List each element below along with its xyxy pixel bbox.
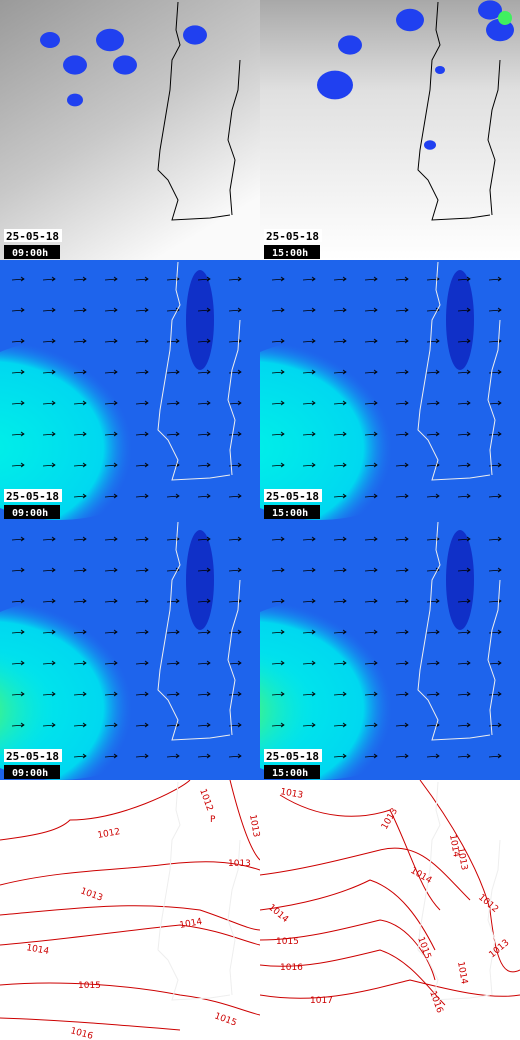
isobar-label: 1016	[280, 963, 303, 973]
date-label: 25-05-18	[266, 750, 319, 763]
precip-area	[113, 55, 137, 75]
time-box	[4, 245, 60, 259]
time-label: 09:00h	[12, 248, 48, 259]
isobar-label: 1014	[25, 943, 50, 957]
wind-zone	[186, 270, 214, 370]
precip-area	[183, 25, 207, 45]
coastline	[417, 521, 501, 741]
precip-area	[40, 32, 60, 48]
precip-area	[435, 66, 445, 74]
precip-area	[67, 93, 83, 107]
map-panel: 25-05-18 09:00h	[0, 520, 260, 780]
wind-zone	[260, 340, 440, 520]
time-box	[264, 765, 320, 779]
map-panel: 25-05-18 15:00h	[260, 260, 520, 520]
coastline	[157, 781, 241, 1001]
time-box	[264, 245, 320, 259]
isobar	[229, 780, 260, 861]
map-panel: 25-05-18 15:00h	[260, 0, 520, 260]
isobar	[260, 949, 446, 1006]
wind-zone	[0, 620, 140, 760]
wind-zone	[446, 530, 474, 630]
isobar	[260, 847, 471, 901]
isobar-label: 1015	[78, 981, 101, 991]
coastline	[157, 261, 241, 481]
isobar-label: 1013	[228, 859, 251, 869]
precip-area	[478, 0, 502, 20]
precip-area	[96, 28, 124, 52]
time-label: 09:00h	[12, 508, 48, 519]
time-label: 09:00h	[12, 768, 48, 779]
date-box	[264, 229, 322, 242]
isobar	[419, 780, 520, 973]
isobar	[279, 794, 441, 911]
precip-area	[396, 8, 424, 32]
isobar-label: 1017	[310, 996, 333, 1006]
wind-zone	[260, 620, 400, 760]
date-label: 25-05-18	[6, 490, 59, 503]
precip-core	[498, 11, 512, 25]
coastline	[157, 521, 241, 741]
map-panel	[0, 780, 260, 1040]
coastline	[417, 261, 501, 481]
date-label: 25-05-18	[6, 750, 59, 763]
map-panel	[260, 780, 520, 1040]
precip-area	[424, 140, 436, 150]
date-box	[264, 749, 322, 762]
wind-zone	[446, 270, 474, 370]
date-box	[264, 489, 322, 502]
time-label: 15:00h	[272, 768, 308, 779]
time-label: 15:00h	[272, 508, 308, 519]
cloud-field	[260, 0, 520, 260]
isobar	[0, 905, 260, 931]
isobar-label: 1014	[455, 961, 469, 986]
time-box	[264, 505, 320, 519]
isobar	[0, 924, 260, 946]
time-box	[4, 765, 60, 779]
isobar-label: 1013	[247, 814, 261, 838]
wind-zone	[0, 340, 180, 520]
isobar-label: 1016	[69, 1026, 94, 1040]
isobar-label: 1013	[279, 787, 303, 801]
coastline	[157, 1, 241, 221]
coastline	[417, 781, 501, 1001]
date-label: 25-05-18	[6, 230, 59, 243]
wind-zone	[186, 530, 214, 630]
date-box	[4, 229, 62, 242]
isobar-label: 1014	[447, 834, 461, 859]
isobar-label: 1014	[179, 917, 204, 931]
precip-area	[317, 70, 353, 100]
isobar	[260, 879, 436, 951]
time-label: 15:00h	[272, 248, 308, 259]
date-label: 25-05-18	[266, 230, 319, 243]
coastline	[417, 1, 501, 221]
cloud-field	[0, 0, 260, 260]
isobar-label: 1013	[455, 847, 469, 871]
isobar	[0, 982, 260, 1016]
isobar-label: 1012	[97, 827, 121, 841]
date-label: 25-05-18	[266, 490, 319, 503]
map-panel: 25-05-18 09:00h	[0, 0, 260, 260]
date-box	[4, 749, 62, 762]
map-panel: 25-05-18 09:00h	[0, 260, 260, 520]
date-box	[4, 489, 62, 502]
isobar-label: P	[210, 815, 216, 825]
isobar	[0, 861, 260, 886]
pressure-field	[0, 780, 260, 1040]
isobar	[0, 1017, 181, 1031]
precip-area	[338, 35, 362, 55]
precip-area	[63, 55, 87, 75]
map-panel: 25-05-18 15:00h	[260, 520, 520, 780]
isobar	[0, 780, 191, 841]
isobar-label: 1015	[276, 937, 299, 947]
time-box	[4, 505, 60, 519]
